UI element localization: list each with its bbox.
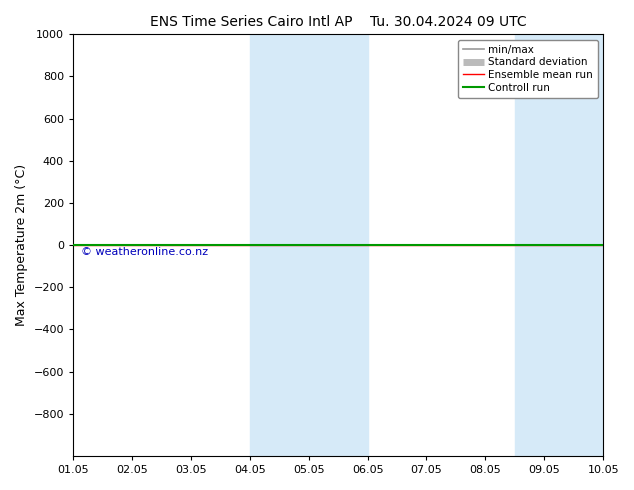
Text: © weatheronline.co.nz: © weatheronline.co.nz <box>81 247 208 257</box>
Legend: min/max, Standard deviation, Ensemble mean run, Controll run: min/max, Standard deviation, Ensemble me… <box>458 40 598 98</box>
Title: ENS Time Series Cairo Intl AP    Tu. 30.04.2024 09 UTC: ENS Time Series Cairo Intl AP Tu. 30.04.… <box>150 15 526 29</box>
Y-axis label: Max Temperature 2m (°C): Max Temperature 2m (°C) <box>15 164 28 326</box>
Bar <box>515 34 603 456</box>
Bar <box>250 34 368 456</box>
